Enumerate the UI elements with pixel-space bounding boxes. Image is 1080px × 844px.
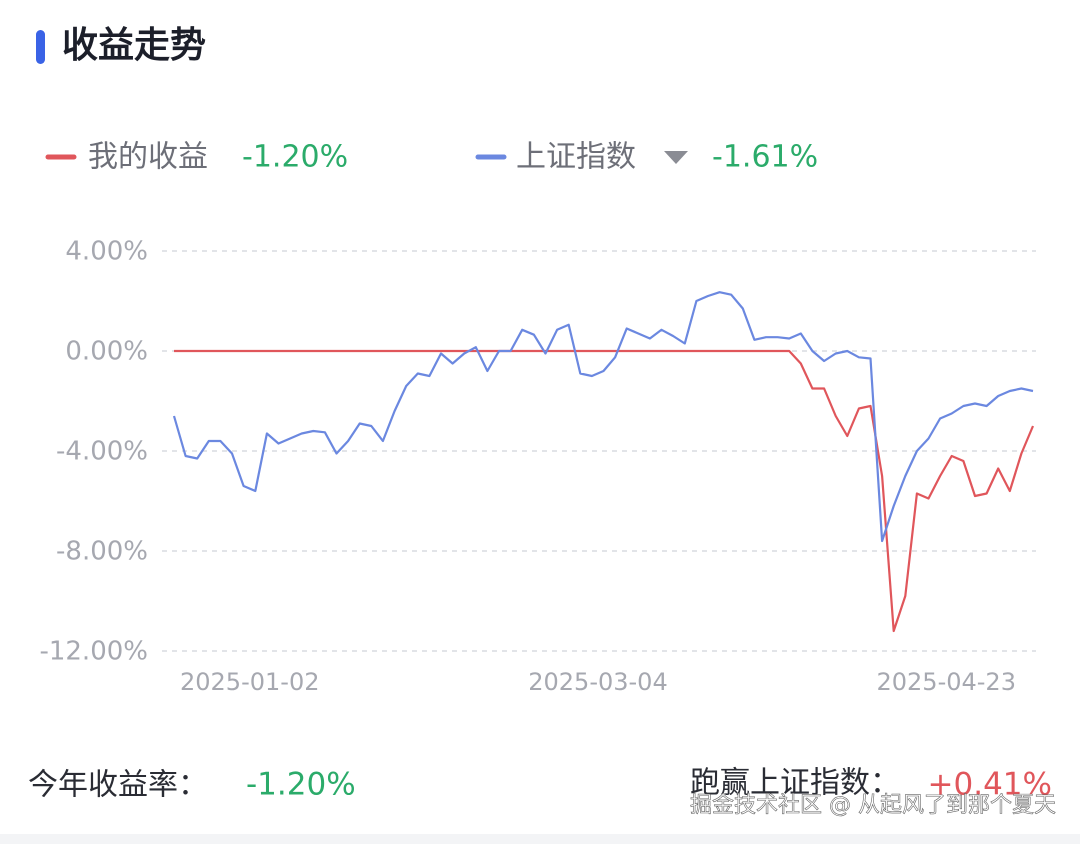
- y-tick-label: -4.00%: [56, 437, 148, 467]
- beat-label: 跑赢上证指数：: [690, 766, 900, 801]
- y-tick-label: 0.00%: [65, 337, 148, 367]
- watermark: 掘金技术社区 @ 从起风了到那个夏天: [690, 793, 1056, 818]
- series-line: [174, 349, 1035, 633]
- dropdown-arrow[interactable]: [664, 151, 688, 164]
- ytd-label: 今年收益率：: [28, 768, 208, 803]
- x-tick-label: 2025-03-04: [528, 668, 667, 696]
- x-tick-label: 2025-01-02: [180, 668, 319, 696]
- chart-title: 收益走势: [62, 25, 206, 66]
- ytd-value: -1.20%: [246, 767, 356, 803]
- legend-label: 我的收益: [88, 140, 208, 175]
- y-tick-label: -8.00%: [56, 537, 148, 567]
- legend-label[interactable]: 上证指数: [516, 140, 636, 175]
- series-line: [172, 291, 1034, 543]
- plot: 4.00% 0.00% -4.00% -8.00% -12.00% 2025-01-02 2…: [39, 237, 1036, 696]
- y-tick-label: -12.00%: [39, 637, 148, 667]
- legend-value: -1.61%: [712, 140, 818, 175]
- beat-value: +0.41%: [928, 767, 1052, 803]
- title-accent: [36, 30, 45, 64]
- legend-value: -1.20%: [242, 140, 348, 175]
- y-tick-label: 4.00%: [65, 237, 148, 267]
- x-tick-label: 2025-04-23: [876, 668, 1015, 696]
- bottom-strip: [0, 834, 1080, 844]
